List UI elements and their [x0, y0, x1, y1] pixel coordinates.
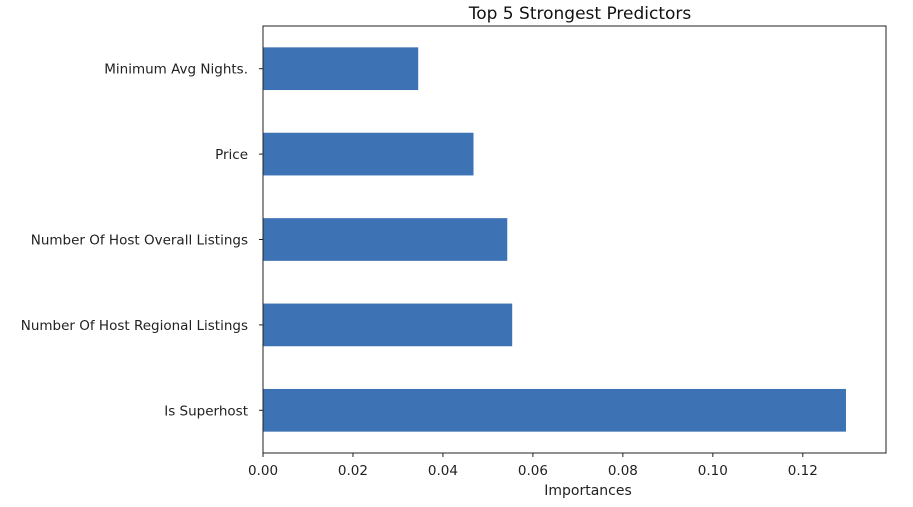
- x-tick-label: 0.10: [698, 463, 728, 479]
- x-tick-label: 0.06: [518, 463, 548, 479]
- x-axis-label: Importances: [544, 483, 632, 499]
- bar: [263, 47, 419, 91]
- x-axis-ticks: 0.00 0.02 0.04 0.06 0.08 0.10 0.12: [248, 453, 818, 479]
- x-tick-label: 0.04: [428, 463, 458, 479]
- x-tick-label: 0.08: [608, 463, 638, 479]
- y-tick-label: Minimum Avg Nights.: [104, 62, 248, 78]
- bar: [263, 303, 513, 347]
- y-tick-label: Price: [215, 147, 248, 163]
- bar: [263, 132, 474, 176]
- plot-frame: [262, 25, 887, 454]
- y-tick-label: Number Of Host Regional Listings: [21, 318, 248, 334]
- chart-title: Top 5 Strongest Predictors: [468, 4, 692, 24]
- y-tick-label: Number Of Host Overall Listings: [31, 233, 248, 249]
- bar: [263, 218, 508, 261]
- y-tick-label: Is Superhost: [164, 403, 248, 419]
- bar: [263, 388, 846, 432]
- x-tick-label: 0.12: [788, 463, 818, 479]
- x-tick-label: 0.00: [248, 463, 278, 479]
- y-axis-ticks: Minimum Avg Nights. Price Number Of Host O…: [21, 62, 263, 419]
- x-tick-label: 0.02: [338, 463, 368, 479]
- bars-group: [263, 47, 846, 432]
